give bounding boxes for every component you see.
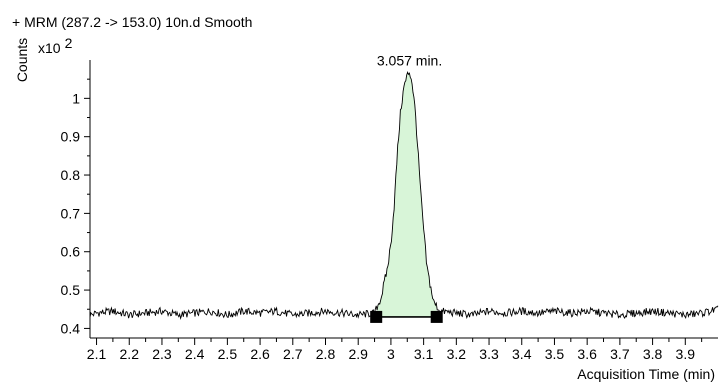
peak-layer bbox=[376, 72, 437, 317]
axis-layer: 0.4 0.5 0.6 0.7 0.8 0.9 1 2.1 2.2 2.3 2.4 2.5 2.6 2.7… bbox=[61, 60, 718, 362]
x-tick-label: 3.4 bbox=[512, 346, 532, 362]
trace-layer: 3.057 min. bbox=[89, 53, 719, 323]
x-tick-label: 2.4 bbox=[185, 346, 205, 362]
peak-label: 3.057 min. bbox=[377, 53, 442, 69]
y-axis-multiplier: x10 2 bbox=[38, 35, 72, 56]
x-tick-label: 3.6 bbox=[577, 346, 597, 362]
x-tick-label: 2.9 bbox=[348, 346, 368, 362]
chart-title: + MRM (287.2 -> 153.0) 10n.d Smooth bbox=[12, 14, 253, 30]
y-multiplier-base: x10 bbox=[38, 40, 61, 56]
y-tick-label: 0.5 bbox=[61, 282, 81, 298]
y-tick-label: 0.9 bbox=[61, 129, 81, 145]
x-tick-label: 2.5 bbox=[218, 346, 238, 362]
x-tick-label: 3.9 bbox=[676, 346, 696, 362]
x-tick-label: 3.5 bbox=[545, 346, 565, 362]
x-tick-label: 3.7 bbox=[610, 346, 630, 362]
y-multiplier-exponent: 2 bbox=[64, 35, 73, 51]
y-tick-label: 0.7 bbox=[61, 205, 81, 221]
x-tick-label: 2.6 bbox=[250, 346, 270, 362]
x-tick-label: 3.3 bbox=[479, 346, 499, 362]
peak-start-marker bbox=[370, 310, 383, 323]
peak-end-marker bbox=[430, 310, 443, 323]
x-axis-label: Acquisition Time (min) bbox=[577, 366, 715, 382]
x-tick-label: 2.8 bbox=[316, 346, 336, 362]
x-tick-label: 2.2 bbox=[120, 346, 140, 362]
y-tick-label: 0.4 bbox=[61, 320, 81, 336]
x-tick-label: 3.2 bbox=[447, 346, 467, 362]
x-tick-label: 3 bbox=[387, 346, 395, 362]
y-tick-label: 0.8 bbox=[61, 167, 81, 183]
x-tick-label: 2.3 bbox=[152, 346, 172, 362]
x-tick-label: 3.1 bbox=[414, 346, 434, 362]
y-tick-label: 0.6 bbox=[61, 244, 81, 260]
peak-area-fill bbox=[376, 72, 437, 317]
x-tick-label: 3.8 bbox=[643, 346, 663, 362]
series-line bbox=[89, 71, 719, 320]
x-tick-label: 2.1 bbox=[87, 346, 107, 362]
y-tick-label: 1 bbox=[72, 90, 80, 106]
x-tick-label: 2.7 bbox=[283, 346, 303, 362]
